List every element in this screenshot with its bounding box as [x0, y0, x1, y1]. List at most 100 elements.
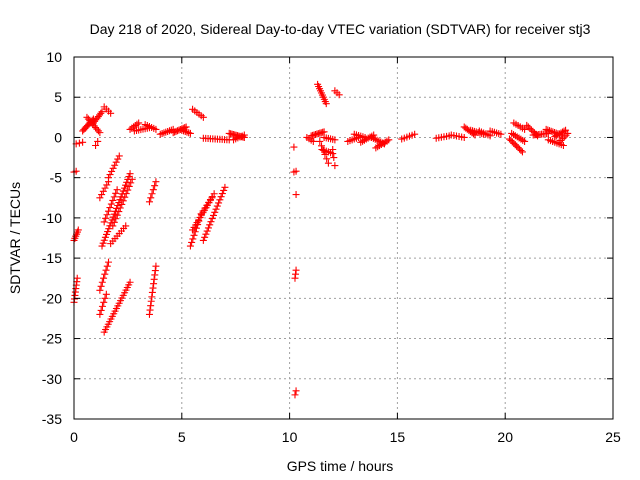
data-point	[101, 184, 109, 192]
data-point	[150, 280, 158, 288]
data-point	[199, 113, 207, 121]
data-point	[152, 178, 160, 186]
data-point	[212, 205, 220, 213]
data-point	[110, 193, 118, 201]
data-point	[190, 231, 198, 239]
data-point	[322, 100, 330, 108]
data-point	[148, 190, 156, 198]
data-point	[98, 191, 106, 199]
data-point	[97, 306, 105, 314]
data-point	[94, 137, 102, 145]
data-point	[125, 182, 133, 190]
axis-ticks: 0 5 10 15 20 25 10 5 0 -5 -10 -15 -20 -25 -30 -35	[42, 49, 621, 445]
data-point	[207, 218, 215, 226]
data-point	[98, 302, 106, 310]
data-point	[220, 186, 228, 194]
data-point	[98, 242, 106, 250]
y-tick-label: 0	[54, 129, 62, 145]
data-point	[101, 294, 109, 302]
data-point	[103, 181, 111, 189]
data-point	[206, 221, 214, 229]
data-point	[147, 194, 155, 202]
data-point	[122, 222, 130, 230]
data-point	[210, 190, 218, 198]
data-point	[521, 137, 529, 145]
data-point	[182, 123, 190, 131]
data-point	[208, 215, 216, 223]
data-point	[121, 193, 129, 201]
data-point	[555, 138, 563, 146]
data-point	[547, 127, 555, 135]
data-point	[112, 215, 120, 223]
data-point	[104, 174, 112, 182]
data-point	[98, 278, 106, 286]
data-point	[201, 233, 209, 241]
chart-title: Day 218 of 2020, Sidereal Day-to-day VTE…	[90, 21, 591, 37]
data-point	[202, 230, 210, 238]
data-point	[115, 208, 123, 216]
data-point	[292, 167, 300, 175]
data-point	[324, 159, 332, 167]
data-point	[116, 196, 124, 204]
y-tick-label: -10	[42, 210, 62, 226]
data-point	[112, 189, 120, 197]
data-point	[549, 128, 557, 136]
data-point	[290, 143, 298, 151]
grid-lines	[74, 57, 613, 419]
data-point	[152, 125, 160, 133]
data-point	[109, 222, 117, 230]
data-point	[151, 271, 159, 279]
data-point	[116, 204, 124, 212]
data-point	[103, 230, 111, 238]
data-point	[517, 146, 525, 154]
data-point	[240, 131, 248, 139]
data-point	[99, 239, 107, 247]
data-point	[108, 167, 116, 175]
data-point	[96, 310, 104, 318]
data-point	[106, 171, 114, 179]
data-point	[527, 126, 535, 134]
data-point	[110, 218, 118, 226]
data-point	[104, 228, 112, 236]
data-point	[199, 236, 207, 244]
data-point	[211, 208, 219, 216]
data-point	[150, 275, 158, 283]
data-point	[100, 298, 108, 306]
data-point	[73, 274, 81, 282]
x-tick-label: 5	[178, 429, 186, 445]
data-point	[104, 207, 112, 215]
data-point	[330, 154, 338, 162]
y-tick-label: -30	[42, 371, 62, 387]
data-point	[189, 235, 197, 243]
data-points	[70, 80, 572, 399]
data-point	[560, 133, 568, 141]
data-point	[323, 155, 331, 163]
data-point	[105, 225, 113, 233]
x-tick-label: 10	[282, 429, 298, 445]
data-point	[497, 130, 505, 138]
data-point	[145, 198, 153, 206]
data-point	[107, 200, 115, 208]
data-point	[112, 158, 120, 166]
data-point	[96, 194, 104, 202]
data-point	[102, 214, 110, 222]
data-point	[111, 161, 119, 169]
data-point	[148, 288, 156, 296]
x-tick-label: 20	[497, 429, 513, 445]
data-point	[106, 204, 114, 212]
data-point	[215, 199, 223, 207]
data-point	[145, 310, 153, 318]
data-point	[124, 186, 132, 194]
data-point	[411, 130, 419, 138]
data-point	[135, 119, 143, 127]
data-point	[526, 124, 534, 132]
data-point	[151, 267, 159, 275]
y-tick-label: -20	[42, 290, 62, 306]
data-point	[564, 129, 572, 137]
data-point	[523, 121, 531, 129]
data-point	[213, 202, 221, 210]
y-tick-label: -25	[42, 331, 62, 347]
data-point	[96, 286, 104, 294]
data-point	[104, 258, 112, 266]
data-point	[544, 126, 552, 134]
